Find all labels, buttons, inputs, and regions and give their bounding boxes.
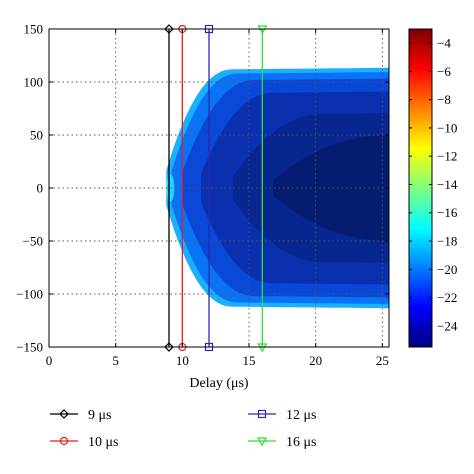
colorbar-gradient xyxy=(408,28,433,348)
contour-field xyxy=(166,67,389,309)
legend-marker xyxy=(59,436,69,446)
colorbar-tick-label: −12 xyxy=(437,149,457,164)
y-tick-label: −50 xyxy=(23,234,43,249)
series-marker xyxy=(164,24,174,34)
colorbar-tick-label: −22 xyxy=(437,290,457,305)
y-tick-label: 100 xyxy=(24,75,44,90)
y-tick-label: 150 xyxy=(24,22,44,37)
series-1 xyxy=(164,24,174,352)
colorbar: −4 −6 −8 −10 −12 −14 −16 −18 −20 −22 −24 xyxy=(408,28,458,348)
legend-marker xyxy=(257,409,267,419)
colorbar-tick-label: −18 xyxy=(437,234,457,249)
contour-onset xyxy=(166,174,175,202)
series-marker xyxy=(164,342,174,352)
legend-label: 10 μs xyxy=(88,435,118,450)
y-tick-label: −150 xyxy=(16,340,43,355)
x-axis-title: Delay (μs) xyxy=(189,376,249,391)
legend-label: 9 μs xyxy=(88,408,111,423)
colorbar-tick-label: −6 xyxy=(437,64,451,79)
x-tick-label: 10 xyxy=(176,353,189,368)
colorbar-tick-label: −24 xyxy=(437,318,458,333)
legend: 9 μs 10 μs 12 μs 16 μs xyxy=(50,408,316,450)
x-tick-label: 0 xyxy=(46,353,53,368)
plot-area: 0 5 10 15 20 25 150 100 50 0 −50 −100 −150 Delay (μs) xyxy=(16,22,390,391)
x-tick-label: 20 xyxy=(309,353,322,368)
colorbar-tick-label: −20 xyxy=(437,262,457,277)
colorbar-tick-label: −14 xyxy=(437,177,458,192)
colorbar-tick-label: −8 xyxy=(437,92,451,107)
y-tick-label: 50 xyxy=(30,128,43,143)
colorbar-tick-label: −10 xyxy=(437,120,457,135)
x-tick-label: 15 xyxy=(243,353,256,368)
legend-label: 12 μs xyxy=(286,408,316,423)
x-tick-label: 25 xyxy=(376,353,389,368)
legend-item: 16 μs xyxy=(248,435,316,450)
legend-item: 12 μs xyxy=(248,408,316,423)
colorbar-tick-label: −4 xyxy=(437,36,451,51)
legend-label: 16 μs xyxy=(286,435,316,450)
y-tick-label: −100 xyxy=(16,287,43,302)
legend-marker xyxy=(59,409,69,419)
x-tick-label: 5 xyxy=(112,353,119,368)
colorbar-tick-label: −16 xyxy=(437,205,458,220)
legend-item: 10 μs xyxy=(50,435,118,450)
legend-item: 9 μs xyxy=(50,408,111,423)
y-tick-label: 0 xyxy=(37,181,44,196)
legend-marker xyxy=(256,437,268,447)
contour-level xyxy=(273,135,389,241)
